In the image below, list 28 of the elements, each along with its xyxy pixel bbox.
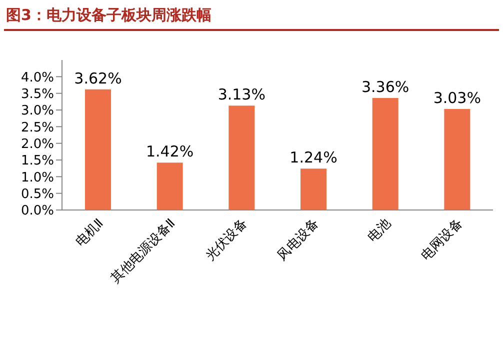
y-tick-label: 0.0%	[20, 204, 54, 219]
y-tick-label: 0.5%	[20, 186, 54, 202]
bar	[85, 89, 111, 210]
bar	[372, 98, 398, 210]
x-tick-label: 其他电源设备Ⅱ	[108, 216, 179, 287]
data-label: 1.24%	[290, 148, 338, 167]
data-label: 3.03%	[433, 89, 481, 107]
x-tick-label: 电网设备	[418, 216, 466, 264]
chart-title: 图3：电力设备子板块周涨跌幅	[6, 6, 212, 25]
x-tick-label: 电池	[365, 216, 394, 246]
x-tick-label: 电机Ⅱ	[73, 216, 107, 250]
x-tick-label: 光伏设备	[203, 216, 250, 264]
y-tick-label: 2.0%	[20, 136, 54, 152]
y-tick-label: 1.5%	[20, 154, 54, 169]
data-label: 3.62%	[74, 69, 122, 88]
y-tick-label: 3.5%	[20, 86, 54, 102]
y-tick-label: 4.0%	[20, 70, 54, 86]
data-label: 3.36%	[362, 78, 410, 96]
bar	[444, 109, 470, 210]
bar	[228, 106, 255, 210]
data-label: 3.13%	[218, 86, 266, 104]
y-tick-label: 1.0%	[20, 170, 54, 186]
y-tick-label: 3.0%	[20, 104, 54, 119]
bar	[300, 168, 326, 210]
data-label: 1.42%	[146, 142, 194, 161]
bar	[156, 162, 183, 210]
x-tick-label: 风电设备	[274, 216, 322, 264]
y-tick-label: 2.5%	[20, 120, 54, 136]
